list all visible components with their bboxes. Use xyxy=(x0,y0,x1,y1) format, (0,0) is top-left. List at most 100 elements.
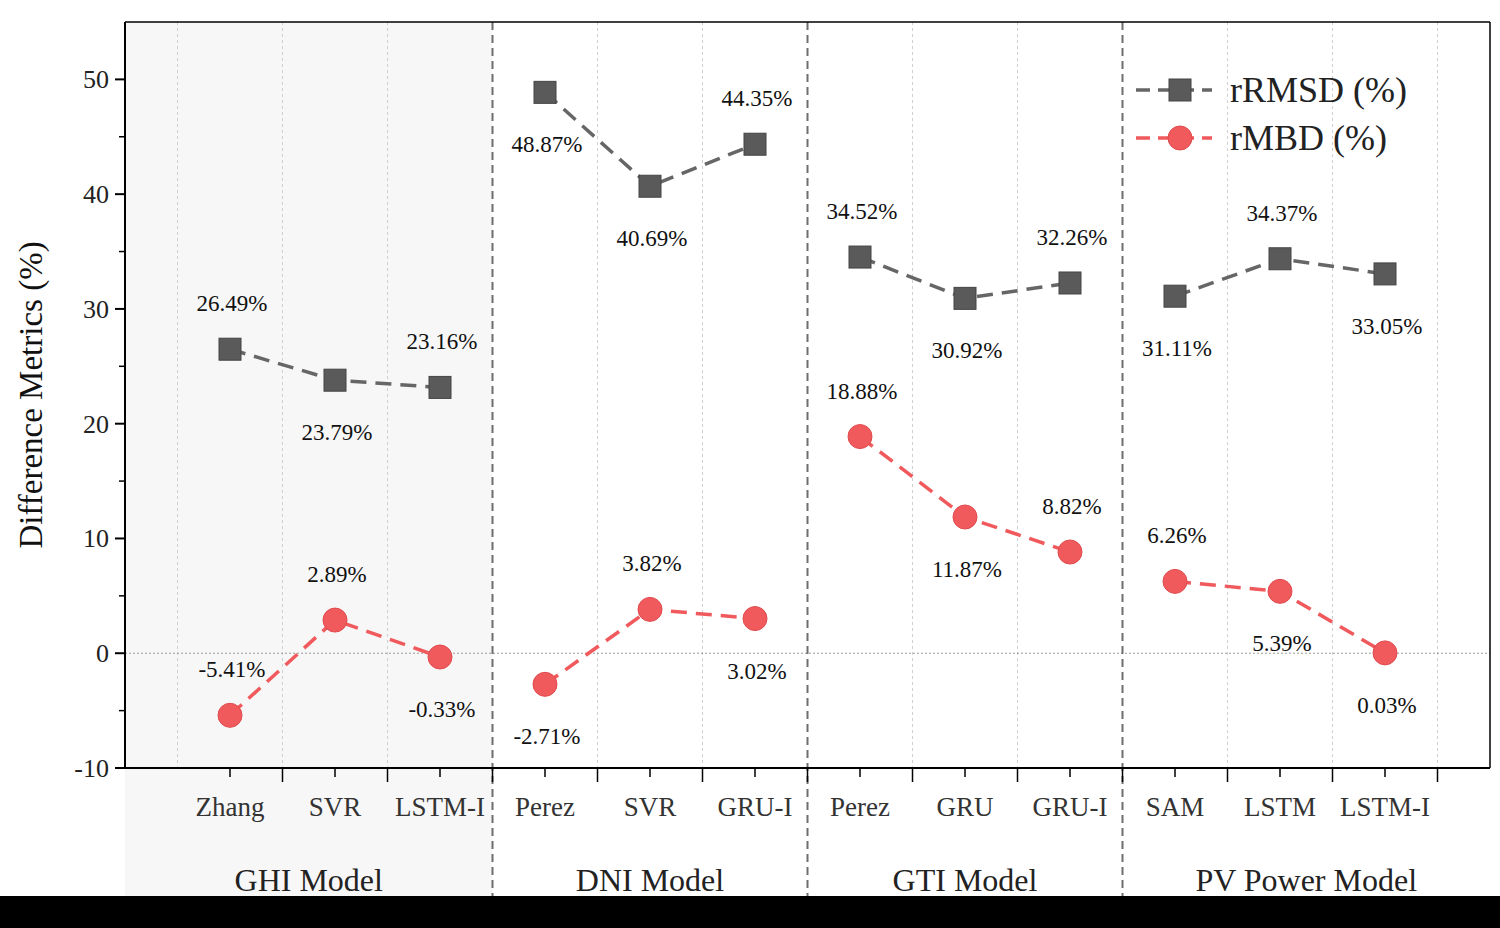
grid-line xyxy=(1017,22,1018,768)
y-tick xyxy=(115,767,125,769)
data-point xyxy=(218,703,242,727)
x-minor-tick xyxy=(912,768,914,782)
marks xyxy=(218,81,1397,727)
data-label: 30.92% xyxy=(932,338,1003,363)
frame-top xyxy=(125,21,1490,23)
x-tick-label: Perez xyxy=(515,792,575,822)
x-minor-tick xyxy=(1332,768,1334,782)
x-tick xyxy=(334,768,336,777)
x-minor-tick xyxy=(1437,768,1439,782)
data-label: 34.37% xyxy=(1247,201,1318,226)
y-tick xyxy=(115,423,125,425)
x-minor-tick xyxy=(492,768,494,782)
data-point xyxy=(638,597,662,621)
x-tick xyxy=(859,768,861,777)
data-point xyxy=(1373,641,1397,665)
data-label: 2.89% xyxy=(307,562,366,587)
data-label: -0.33% xyxy=(408,697,475,722)
x-tick-label: LSTM xyxy=(1244,792,1316,822)
data-point xyxy=(1269,248,1291,270)
data-point xyxy=(428,645,452,669)
x-minor-tick xyxy=(282,768,284,782)
grid-line xyxy=(177,22,178,768)
y-tick-label: 40 xyxy=(83,180,109,209)
x-tick-label: GRU-I xyxy=(1033,792,1108,822)
legend-marker xyxy=(1169,79,1191,101)
group-label: PV Power Model xyxy=(1195,862,1417,898)
x-tick-label: LSTM-I xyxy=(395,792,485,822)
x-tick xyxy=(1279,768,1281,777)
x-tick-label: GRU-I xyxy=(718,792,793,822)
group-label: GTI Model xyxy=(893,862,1038,898)
data-label: -2.71% xyxy=(513,724,580,749)
data-point xyxy=(849,246,871,268)
data-point xyxy=(219,338,241,360)
y-tick-label: -10 xyxy=(74,754,109,783)
x-minor-tick xyxy=(1227,768,1229,782)
data-point xyxy=(533,672,557,696)
legend-label: rMBD (%) xyxy=(1230,118,1387,158)
x-tick xyxy=(1069,768,1071,777)
grid-line xyxy=(282,22,283,768)
data-label: 6.26% xyxy=(1147,523,1206,548)
data-point xyxy=(534,81,556,103)
data-label: 11.87% xyxy=(932,557,1002,582)
y-tick xyxy=(115,537,125,539)
data-point xyxy=(743,607,767,631)
x-tick xyxy=(439,768,441,777)
data-point xyxy=(324,369,346,391)
data-point xyxy=(1164,285,1186,307)
data-point xyxy=(1059,272,1081,294)
data-label: 33.05% xyxy=(1352,314,1423,339)
x-tick xyxy=(649,768,651,777)
x-minor-tick xyxy=(1017,768,1019,782)
data-point xyxy=(1268,579,1292,603)
data-point xyxy=(954,287,976,309)
y-minor-tick xyxy=(119,710,125,712)
legend: rRMSD (%) rMBD (%) xyxy=(1136,70,1407,158)
y-tick xyxy=(115,652,125,654)
x-tick-label: LSTM-I xyxy=(1340,792,1430,822)
bottom-band xyxy=(0,896,1500,928)
y-tick xyxy=(115,78,125,80)
frame-right xyxy=(1489,22,1491,768)
data-labels: 26.49%23.79%23.16%48.87%40.69%44.35%34.5… xyxy=(197,86,1423,749)
data-label: 5.39% xyxy=(1252,631,1311,656)
data-point xyxy=(1374,263,1396,285)
grid-line xyxy=(1437,22,1438,768)
x-tick xyxy=(1384,768,1386,777)
grid-line xyxy=(387,22,388,768)
y-tick-label: 10 xyxy=(83,524,109,553)
data-label: 48.87% xyxy=(512,132,583,157)
x-tick xyxy=(544,768,546,777)
data-point xyxy=(639,175,661,197)
y-tick-label: 20 xyxy=(83,410,109,439)
data-label: 8.82% xyxy=(1042,494,1101,519)
data-point xyxy=(848,425,872,449)
data-label: 0.03% xyxy=(1357,693,1416,718)
y-minor-tick xyxy=(119,366,125,368)
y-minor-tick xyxy=(119,480,125,482)
data-label: 32.26% xyxy=(1037,225,1108,250)
legend-label: rRMSD (%) xyxy=(1230,70,1407,110)
data-label: -5.41% xyxy=(198,657,265,682)
data-label: 3.82% xyxy=(622,551,681,576)
chart: -1001020304050Difference Metrics (%)Zhan… xyxy=(0,0,1500,928)
group-divider xyxy=(492,22,494,910)
data-label: 23.16% xyxy=(407,329,478,354)
data-label: 31.11% xyxy=(1142,336,1212,361)
data-label: 34.52% xyxy=(827,199,898,224)
x-minor-tick xyxy=(1122,768,1124,782)
y-tick xyxy=(115,193,125,195)
group-shade xyxy=(125,22,493,910)
data-label: 3.02% xyxy=(727,659,786,684)
x-tick-label: Zhang xyxy=(196,792,265,822)
data-point xyxy=(1163,569,1187,593)
data-label: 26.49% xyxy=(197,291,268,316)
x-tick-label: SVR xyxy=(624,792,677,822)
x-tick-label: SVR xyxy=(309,792,362,822)
x-tick-label: Perez xyxy=(830,792,890,822)
y-tick xyxy=(115,308,125,310)
x-tick xyxy=(1174,768,1176,777)
group-divider xyxy=(1122,22,1124,910)
